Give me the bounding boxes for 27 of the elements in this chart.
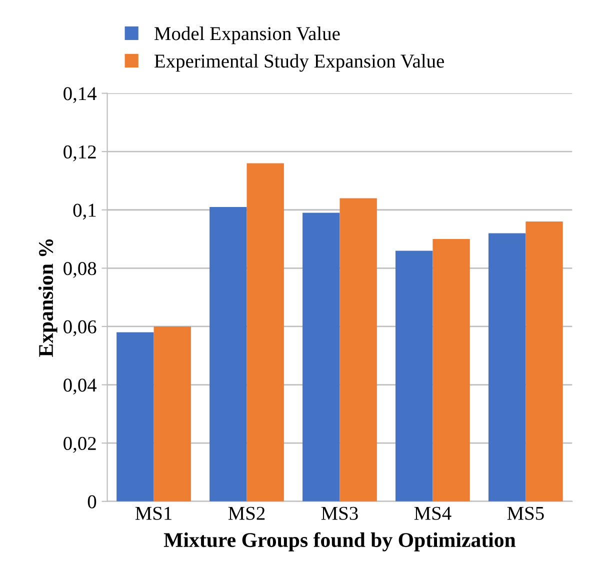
y-axis-title: Expansion % bbox=[38, 239, 58, 357]
x-tick-label: MS1 bbox=[135, 506, 172, 520]
bar bbox=[116, 332, 154, 502]
y-tick-label: 0 bbox=[88, 495, 96, 508]
bar bbox=[154, 326, 191, 502]
y-tick-label: 0,1 bbox=[73, 204, 96, 220]
legend-label: Model Expansion Value bbox=[154, 26, 340, 44]
x-tick-label: MS3 bbox=[321, 506, 358, 520]
bar bbox=[488, 233, 526, 502]
x-tick-label: MS4 bbox=[414, 506, 452, 520]
y-tick-label: 0,04 bbox=[64, 378, 97, 395]
bar bbox=[210, 206, 247, 502]
y-tick-label: 0,02 bbox=[64, 436, 96, 453]
y-tick-label: 0,06 bbox=[64, 320, 96, 336]
legend-label: Experimental Study Expansion Value bbox=[154, 54, 444, 72]
bar bbox=[396, 250, 433, 502]
bar bbox=[526, 222, 563, 502]
bar bbox=[246, 163, 284, 502]
y-tick-label: 0,08 bbox=[64, 262, 96, 278]
y-tick-label: 0,14 bbox=[64, 87, 97, 104]
y-tick-label: 0,12 bbox=[64, 145, 96, 162]
bar bbox=[432, 239, 470, 502]
x-axis-title: Mixture Groups found by Optimization bbox=[164, 532, 516, 552]
x-tick-label: MS5 bbox=[507, 506, 544, 520]
x-tick-label: MS2 bbox=[228, 506, 265, 520]
bar bbox=[302, 212, 340, 502]
bar bbox=[340, 198, 377, 502]
